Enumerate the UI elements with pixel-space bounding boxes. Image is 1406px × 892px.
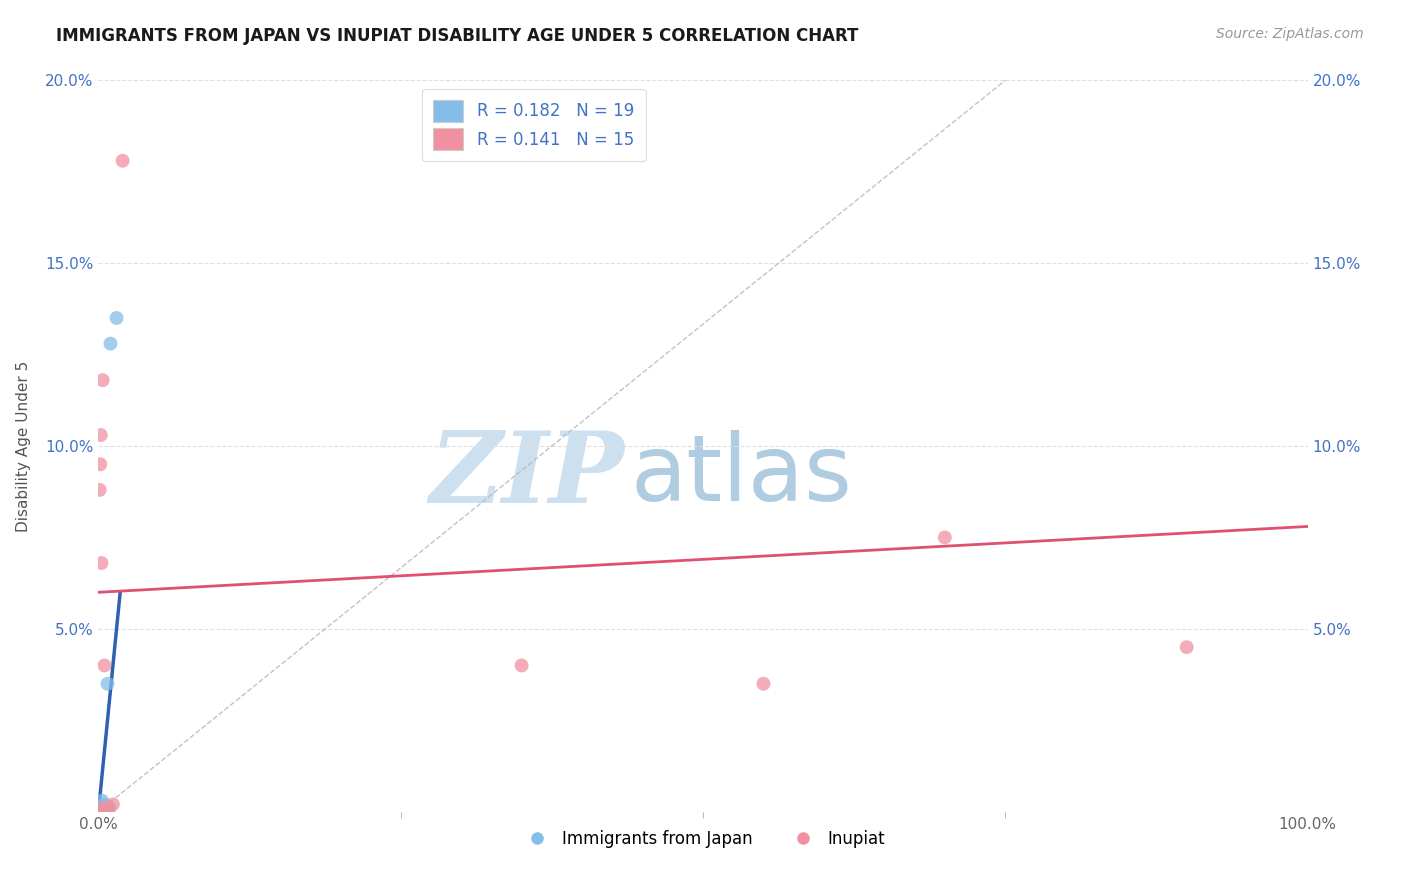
- Point: [105, 311, 128, 326]
- Point: [90, 556, 112, 570]
- Point: [101, 797, 124, 812]
- Point: [934, 530, 956, 544]
- Point: [89, 457, 111, 471]
- Point: [1175, 640, 1198, 655]
- Point: [91, 799, 114, 814]
- Text: ZIP: ZIP: [429, 427, 624, 524]
- Point: [90, 428, 112, 442]
- Y-axis label: Disability Age Under 5: Disability Age Under 5: [17, 360, 31, 532]
- Text: IMMIGRANTS FROM JAPAN VS INUPIAT DISABILITY AGE UNDER 5 CORRELATION CHART: IMMIGRANTS FROM JAPAN VS INUPIAT DISABIL…: [56, 27, 859, 45]
- Point: [96, 799, 118, 814]
- Point: [90, 803, 112, 817]
- Point: [98, 801, 121, 815]
- Point: [90, 801, 112, 815]
- Point: [89, 483, 111, 497]
- Point: [89, 805, 111, 819]
- Point: [94, 805, 117, 819]
- Point: [93, 803, 115, 817]
- Point: [91, 373, 114, 387]
- Point: [510, 658, 533, 673]
- Point: [89, 803, 111, 817]
- Point: [97, 801, 120, 815]
- Text: atlas: atlas: [630, 430, 852, 520]
- Point: [93, 797, 115, 812]
- Point: [111, 153, 134, 168]
- Point: [93, 658, 115, 673]
- Point: [96, 805, 118, 819]
- Point: [91, 794, 114, 808]
- Point: [91, 805, 114, 819]
- Point: [752, 676, 775, 690]
- Point: [100, 336, 122, 351]
- Point: [91, 801, 114, 815]
- Point: [96, 676, 118, 690]
- Point: [94, 801, 117, 815]
- Point: [91, 801, 114, 815]
- Legend: Immigrants from Japan, Inupiat: Immigrants from Japan, Inupiat: [513, 823, 893, 855]
- Text: Source: ZipAtlas.com: Source: ZipAtlas.com: [1216, 27, 1364, 41]
- Point: [91, 805, 114, 819]
- Point: [97, 803, 120, 817]
